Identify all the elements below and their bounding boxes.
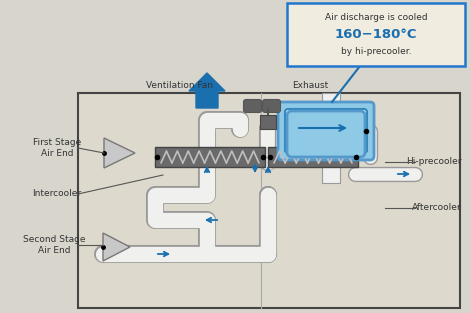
- Text: Ventilation Fan: Ventilation Fan: [146, 80, 213, 90]
- FancyBboxPatch shape: [287, 111, 365, 157]
- FancyBboxPatch shape: [268, 147, 358, 167]
- Text: Air discharge is cooled: Air discharge is cooled: [325, 13, 427, 22]
- Text: 160−180°C: 160−180°C: [335, 28, 417, 40]
- FancyBboxPatch shape: [322, 93, 340, 183]
- FancyBboxPatch shape: [260, 115, 276, 129]
- FancyBboxPatch shape: [155, 147, 265, 167]
- Text: First Stage
Air End: First Stage Air End: [33, 138, 81, 158]
- FancyBboxPatch shape: [244, 100, 261, 112]
- Text: Aftercooler: Aftercooler: [413, 203, 462, 213]
- FancyBboxPatch shape: [262, 100, 281, 112]
- FancyArrow shape: [189, 73, 225, 108]
- FancyBboxPatch shape: [287, 3, 465, 66]
- Text: Second Stage
Air End: Second Stage Air End: [23, 235, 85, 255]
- Polygon shape: [103, 233, 130, 261]
- FancyBboxPatch shape: [278, 102, 374, 160]
- Text: by hi-precooler.: by hi-precooler.: [341, 48, 411, 57]
- FancyBboxPatch shape: [78, 93, 460, 308]
- FancyBboxPatch shape: [285, 109, 367, 153]
- Polygon shape: [104, 138, 135, 168]
- Text: Hi-precooler: Hi-precooler: [406, 157, 462, 167]
- Text: Intercooler: Intercooler: [32, 189, 81, 198]
- Text: Exhaust: Exhaust: [292, 80, 328, 90]
